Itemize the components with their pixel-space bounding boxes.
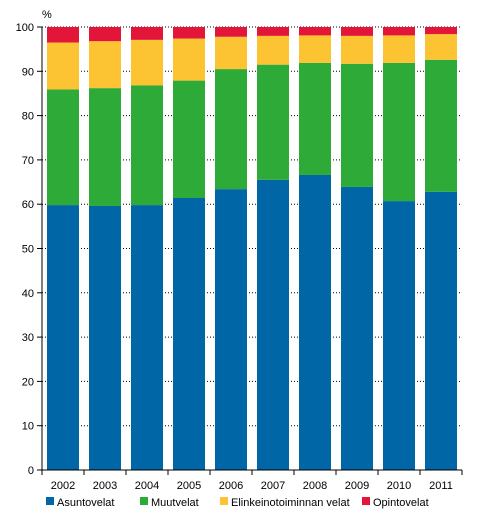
bar-2003-series-3	[89, 27, 121, 42]
x-tick-label-2007: 2007	[261, 480, 285, 492]
bar-2007-series-2	[257, 35, 289, 65]
y-tick-label-0: 0	[28, 465, 34, 477]
bar-2008-series-3	[299, 27, 331, 36]
x-tick-label-2010: 2010	[387, 480, 411, 492]
bar-2011-series-2	[425, 34, 457, 60]
bar-2003-series-0	[89, 205, 121, 471]
y-tick-label-20: 20	[22, 376, 34, 388]
x-axis-tick-labels: 2002 2003 2004 2005 2006 2007 2008 2009 2010 2011	[41, 470, 463, 492]
y-tick-label-70: 70	[22, 155, 34, 167]
bar-2002-series-0	[47, 205, 79, 470]
bar-2003-series-2	[89, 41, 121, 89]
x-tick-label-2006: 2006	[219, 480, 243, 492]
bar-2010-series-1	[383, 62, 415, 202]
x-tick-label-2002: 2002	[51, 480, 75, 492]
y-tick-label-60: 60	[22, 199, 34, 211]
y-tick-label-90: 90	[22, 66, 34, 78]
legend-swatch-2	[220, 497, 228, 505]
bar-2010-series-3	[383, 27, 415, 36]
bar-2006-series-2	[215, 36, 247, 70]
bar-2006-series-0	[215, 189, 247, 470]
bar-2007-series-3	[257, 27, 289, 36]
bar-2009-series-1	[341, 63, 373, 187]
legend-swatch-1	[140, 497, 148, 505]
x-tick-label-2004: 2004	[135, 480, 159, 492]
bar-2006-series-1	[215, 69, 247, 190]
y-tick-label-10: 10	[22, 421, 34, 433]
y-axis-unit-label: %	[42, 9, 52, 21]
bar-2002-series-2	[47, 42, 79, 90]
bars	[47, 27, 457, 471]
x-tick-label-2005: 2005	[177, 480, 201, 492]
bar-2010-series-2	[383, 35, 415, 63]
bar-2006-series-3	[215, 27, 247, 37]
legend-swatch-3	[362, 497, 370, 505]
bar-2004-series-3	[131, 27, 163, 40]
bar-2008-series-1	[299, 62, 331, 175]
bar-2002-series-1	[47, 89, 79, 206]
y-tick-label-30: 30	[22, 332, 34, 344]
bar-2003-series-1	[89, 88, 121, 206]
bar-2009-series-0	[341, 186, 373, 470]
bar-2002-series-3	[47, 27, 79, 43]
bar-2011-series-0	[425, 191, 457, 470]
bar-2004-series-0	[131, 205, 163, 470]
bar-2005-series-0	[173, 197, 205, 471]
x-tick-label-2008: 2008	[303, 480, 327, 492]
bar-2010-series-0	[383, 201, 415, 470]
legend-swatch-0	[46, 497, 54, 505]
bar-2011-series-3	[425, 27, 457, 35]
x-tick-label-2003: 2003	[93, 480, 117, 492]
bar-2005-series-1	[173, 80, 205, 198]
legend-label-0: Asuntovelat	[57, 497, 114, 509]
legend-label-2: Elinkeinotoiminnan velat	[231, 497, 350, 509]
bar-2007-series-1	[257, 64, 289, 180]
x-tick-label-2009: 2009	[345, 480, 369, 492]
y-axis-tick-labels: 0 10 20 30 40 50 60 70 80 90 100	[16, 22, 42, 477]
bar-2005-series-2	[173, 38, 205, 81]
bar-2008-series-0	[299, 174, 331, 470]
bar-2008-series-2	[299, 35, 331, 63]
legend-label-1: Muutvelat	[151, 497, 199, 509]
bar-2004-series-2	[131, 39, 163, 86]
bar-2011-series-1	[425, 59, 457, 192]
bar-2007-series-0	[257, 179, 289, 470]
y-tick-label-50: 50	[22, 244, 34, 256]
legend-label-3: Opintovelat	[373, 497, 429, 509]
bar-2004-series-1	[131, 85, 163, 206]
bar-2005-series-3	[173, 27, 205, 39]
bar-2009-series-2	[341, 35, 373, 64]
legend: Asuntovelat Muutvelat Elinkeinotoiminnan v…	[46, 497, 429, 509]
y-tick-label-100: 100	[16, 22, 34, 34]
y-tick-label-40: 40	[22, 288, 34, 300]
x-tick-label-2011: 2011	[429, 480, 453, 492]
bar-2009-series-3	[341, 27, 373, 36]
y-tick-label-80: 80	[22, 111, 34, 123]
